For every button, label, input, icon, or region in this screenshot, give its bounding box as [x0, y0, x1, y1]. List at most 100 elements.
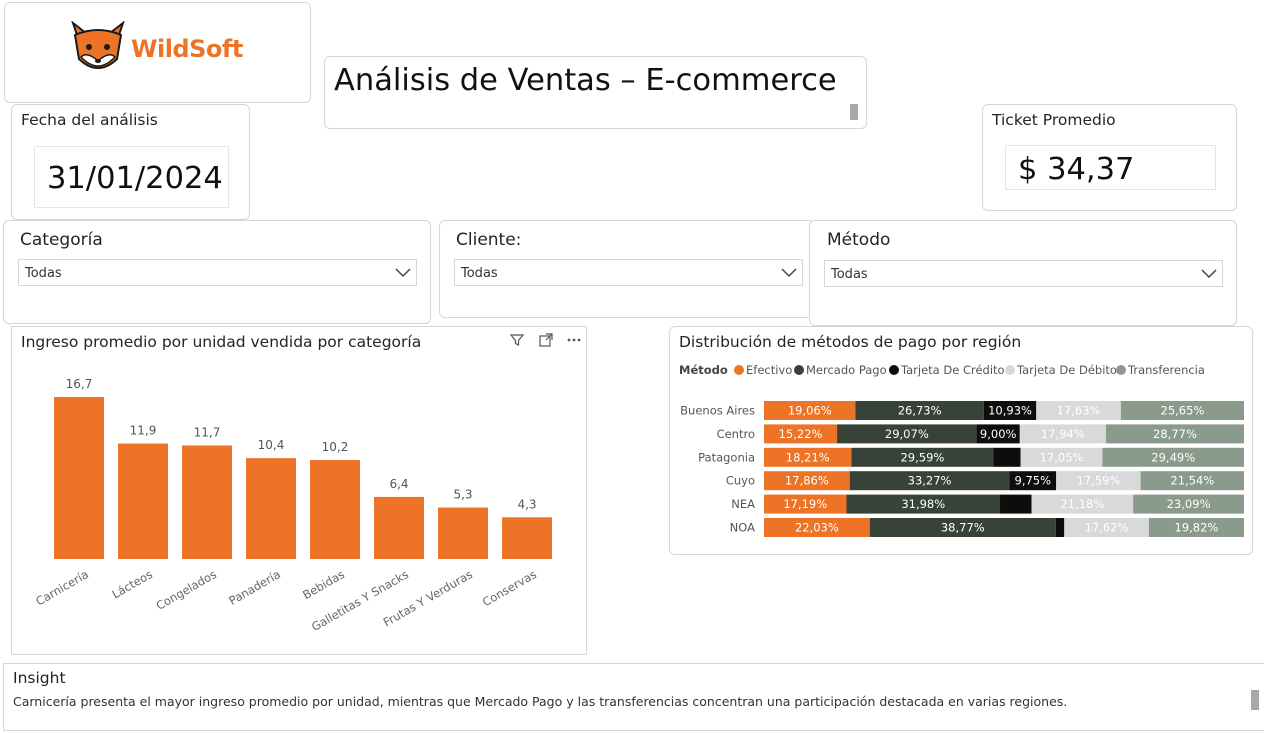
method-dropdown[interactable]: Todas	[824, 260, 1223, 287]
bar-value-label: 10,2	[322, 440, 349, 454]
stacked-segment[interactable]	[1140, 471, 1244, 491]
segment-value-label: 33,27%	[908, 474, 952, 488]
stacked-segment[interactable]	[983, 401, 1037, 420]
category-dropdown[interactable]: Todas	[18, 259, 417, 286]
segment-value-label: 9,00%	[980, 427, 1017, 441]
stacked-segment[interactable]	[1036, 401, 1121, 420]
fox-logo-icon	[71, 21, 125, 69]
segment-value-label: 29,59%	[900, 450, 944, 464]
legend-item[interactable]: Efectivo	[746, 363, 792, 377]
region-axis-label: NEA	[731, 497, 755, 511]
bar-2[interactable]	[182, 445, 232, 559]
stacked-segment[interactable]	[1148, 518, 1244, 537]
legend-marker	[889, 365, 899, 375]
stacked-segment[interactable]	[1009, 471, 1057, 491]
stacked-segment[interactable]	[1102, 447, 1244, 467]
date-value-box: 31/01/2024	[34, 146, 229, 208]
date-label: Fecha del análisis	[21, 111, 158, 129]
segment-value-label: 19,06%	[788, 404, 832, 418]
insight-panel: Insight Carnicería presenta el mayor ing…	[3, 663, 1264, 731]
ticket-value-box: $ 34,37	[1005, 145, 1216, 190]
client-filter-label: Cliente:	[456, 230, 522, 250]
category-axis-label: Carnicería	[33, 567, 91, 608]
stacked-segment[interactable]	[837, 424, 977, 444]
segment-value-label: 18,21%	[786, 450, 830, 464]
stacked-segment[interactable]	[764, 494, 847, 514]
segment-value-label: 9,75%	[1015, 474, 1052, 488]
stacked-segment[interactable]	[764, 518, 870, 537]
segment-value-label: 19,82%	[1175, 521, 1219, 535]
stacked-segment[interactable]	[1020, 447, 1103, 467]
stacked-segment[interactable]	[1105, 424, 1244, 444]
stacked-segment[interactable]	[1000, 494, 1032, 514]
method-filter-card: Método Todas	[809, 220, 1237, 326]
region-axis-label: Centro	[717, 427, 755, 441]
legend-item[interactable]: Transferencia	[1127, 363, 1205, 377]
region-axis-label: NOA	[730, 521, 755, 535]
bar-value-label: 5,3	[453, 488, 472, 502]
bar-0[interactable]	[54, 397, 104, 559]
bar-7[interactable]	[502, 517, 552, 559]
legend-item[interactable]: Mercado Pago	[806, 363, 887, 377]
segment-value-label: 17,05%	[1040, 450, 1084, 464]
stacked-segment[interactable]	[849, 471, 1010, 491]
bar-3[interactable]	[246, 458, 296, 559]
stacked-segment[interactable]	[764, 447, 852, 467]
stacked-segment[interactable]	[851, 447, 994, 467]
bar-value-label: 4,3	[517, 497, 536, 511]
stacked-segment[interactable]	[1019, 424, 1106, 444]
focus-mode-icon[interactable]	[538, 332, 554, 348]
bar-1[interactable]	[118, 443, 168, 559]
title-card: Análisis de Ventas – E-commerce	[324, 56, 867, 129]
bar-chart-title: Ingreso promedio por unidad vendida por …	[21, 333, 422, 351]
bar-value-label: 10,4	[258, 438, 285, 452]
ticket-value: $ 34,37	[1018, 152, 1135, 187]
title-scrollbar[interactable]	[850, 104, 858, 120]
client-dropdown[interactable]: Todas	[454, 259, 803, 286]
stacked-segment[interactable]	[846, 494, 1001, 514]
bar-4[interactable]	[310, 460, 360, 559]
stacked-segment[interactable]	[855, 401, 984, 420]
stacked-chart-title: Distribución de métodos de pago por regi…	[679, 333, 1022, 351]
bar-value-label: 11,9	[130, 424, 157, 438]
stacked-segment[interactable]	[1056, 471, 1141, 491]
stacked-segment[interactable]	[764, 471, 850, 491]
legend-marker	[794, 365, 804, 375]
stacked-segment[interactable]	[976, 424, 1020, 444]
category-axis-label: Bebidas	[300, 567, 347, 602]
legend-item[interactable]: Tarjeta De Débito	[1016, 363, 1117, 377]
segment-value-label: 17,94%	[1041, 427, 1085, 441]
bar-chart-plot: 16,7 Carnicería 11,9 Lácteos 11,7 Congelados 1…	[33, 377, 552, 634]
segment-value-label: 23,09%	[1167, 497, 1211, 511]
segment-value-label: 38,77%	[941, 521, 985, 535]
method-dropdown-value: Todas	[831, 267, 868, 282]
bar-5[interactable]	[374, 496, 424, 559]
stacked-segment[interactable]	[764, 401, 856, 420]
region-axis-label: Patagonia	[698, 450, 755, 464]
chevron-down-icon	[1201, 269, 1217, 279]
segment-value-label: 17,63%	[1057, 404, 1101, 418]
stacked-segment[interactable]	[764, 424, 838, 444]
segment-value-label: 29,07%	[885, 427, 929, 441]
method-filter-label: Método	[827, 230, 891, 250]
stacked-segment[interactable]	[1133, 494, 1244, 514]
filter-icon[interactable]	[509, 332, 525, 348]
legend-item[interactable]: Tarjeta De Crédito	[900, 363, 1005, 377]
category-axis-label: Conservas	[480, 567, 539, 609]
insight-scrollbar[interactable]	[1251, 690, 1259, 710]
stacked-segment[interactable]	[1120, 401, 1244, 420]
bar-6[interactable]	[438, 507, 488, 559]
legend-marker	[1005, 365, 1015, 375]
category-axis-label: Panadería	[226, 567, 282, 608]
stacked-segment[interactable]	[1055, 518, 1065, 537]
stacked-segment[interactable]	[1064, 518, 1149, 537]
segment-value-label: 29,49%	[1151, 450, 1195, 464]
segment-value-label: 10,93%	[988, 404, 1032, 418]
brand-name: WildSoft	[131, 35, 243, 63]
segment-value-label: 26,73%	[898, 404, 942, 418]
stacked-segment[interactable]	[869, 518, 1056, 537]
stacked-segment[interactable]	[1031, 494, 1134, 514]
stacked-segment[interactable]	[993, 447, 1021, 467]
segment-value-label: 15,22%	[779, 427, 823, 441]
more-options-icon[interactable]	[566, 332, 582, 348]
